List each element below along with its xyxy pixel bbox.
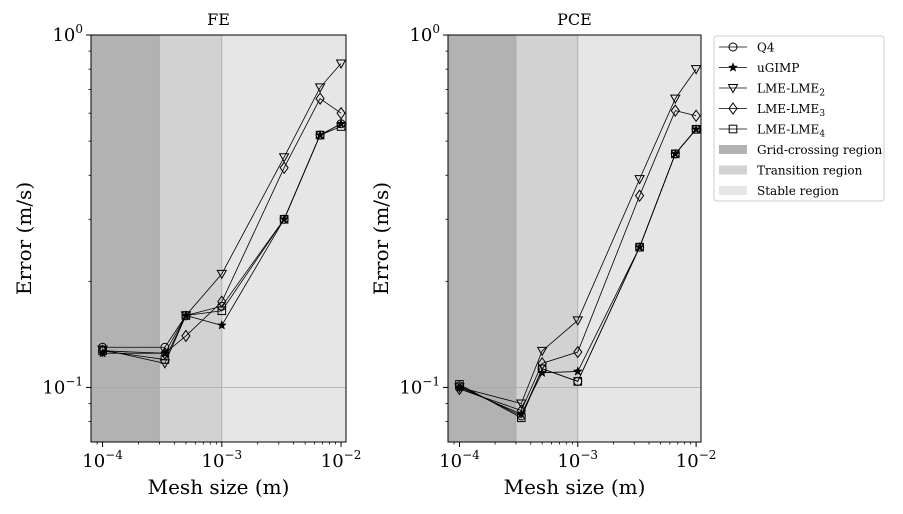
legend-entry: uGIMP [719, 61, 799, 75]
y-tick-label: 10−1 [399, 374, 440, 398]
data-point-lme-lme4 [98, 346, 107, 356]
legend-label: Grid-crossing region [757, 143, 883, 157]
data-point-lme-lme2 [515, 399, 527, 410]
legend-marker-circle [728, 42, 738, 52]
legend-label: Q4 [757, 41, 775, 55]
data-point-lme-lme2 [690, 65, 702, 75]
legend-entry: LME-LME4 [719, 123, 825, 140]
data-point-lme-lme3 [634, 189, 645, 203]
data-point-lme-lme3 [336, 106, 346, 120]
data-point-lme-lme4 [516, 413, 526, 423]
data-point-lme-lme4 [336, 122, 346, 131]
data-point-lme-lme3 [670, 104, 680, 118]
data-point-ugimp [216, 320, 227, 330]
data-point-ugimp [572, 366, 583, 376]
data-point-lme-lme4 [670, 149, 680, 159]
x-tick-label: 10−3 [557, 448, 598, 472]
panel-title: FE [207, 10, 230, 29]
region-grid-crossing-region [91, 35, 160, 442]
data-point-lme-lme4 [455, 380, 464, 389]
series-line-lme-lme3 [102, 98, 342, 354]
legend-box [713, 35, 885, 202]
y-axis-label: Error (m/s) [12, 182, 36, 295]
legend-entry: LME-LME2 [719, 82, 825, 99]
legend-entry: LME-LME3 [719, 102, 825, 119]
legend-label: Transition region [757, 164, 863, 178]
legend-label: uGIMP [757, 61, 799, 75]
data-point-lme-lme4 [573, 377, 583, 386]
legend-marker-diamond [728, 102, 738, 115]
data-point-lme-lme4 [160, 355, 170, 364]
data-point-lme-lme3 [691, 109, 701, 123]
data-point-lme-lme2 [335, 59, 347, 70]
legend-label: LME-LME2 [757, 82, 825, 99]
region-stable-region [221, 35, 346, 442]
panel-pce: 10−4 10−3 10−2 10−1 100 PCE Mesh size (m) Error… [369, 10, 716, 499]
region-transition-region [159, 35, 222, 442]
x-tick-label: 10−3 [202, 448, 243, 472]
legend-entry: Grid-crossing region [719, 143, 883, 157]
x-axis-label: Mesh size (m) [504, 475, 646, 499]
data-point-lme-lme3 [181, 329, 191, 343]
data-point-lme-lme4 [217, 306, 227, 316]
plot-frame [90, 34, 347, 443]
series-line-lme-lme4 [102, 126, 342, 360]
data-point-lme-lme4 [181, 311, 191, 320]
data-point-lme-lme3 [573, 345, 583, 359]
data-point-lme-lme4 [537, 364, 547, 374]
plot-frame [447, 34, 702, 443]
data-point-lme-lme4 [635, 242, 644, 252]
data-point-lme-lme4 [691, 125, 701, 134]
series-line-lme-lme3 [459, 110, 697, 411]
legend-marker-star [727, 62, 739, 72]
x-axis-label: Mesh size (m) [148, 475, 290, 499]
series-line-lme-lme2 [459, 68, 697, 405]
legend-swatch [719, 186, 747, 195]
region-stable-region [577, 35, 701, 442]
data-point-lme-lme3 [97, 344, 108, 358]
legend-entry: Q4 [719, 41, 775, 55]
panel-fe: 10−4 10−3 10−2 10−1 100 FE Mesh size (m) Error … [12, 10, 361, 499]
panel-title: PCE [557, 10, 592, 29]
region-transition-region [515, 35, 578, 442]
data-point-lme-lme2 [572, 316, 584, 326]
legend-swatch [719, 165, 747, 175]
data-point-lme-lme2 [536, 346, 548, 357]
legend-marker-triangle-down [727, 84, 739, 94]
legend-label: Stable region [757, 184, 839, 198]
legend-swatch [719, 145, 747, 154]
legend-marker-square [728, 124, 738, 134]
data-point-lme-lme4 [315, 130, 325, 140]
x-tick-label: 10−4 [439, 448, 480, 472]
y-tick-label: 100 [409, 22, 440, 46]
data-point-lme-lme2 [669, 94, 681, 105]
legend-entry: Stable region [719, 184, 839, 198]
data-point-lme-lme2 [216, 269, 228, 280]
data-point-lme-lme2 [314, 83, 326, 93]
data-point-lme-lme3 [279, 161, 289, 175]
x-tick-label: 10−2 [321, 448, 362, 472]
x-tick-label: 10−2 [676, 448, 717, 472]
y-tick-label: 100 [52, 22, 83, 46]
series-line-lme-lme4 [459, 129, 697, 419]
data-point-lme-lme3 [516, 404, 526, 417]
legend: Q4 uGIMP LME-LME2 LME-LME3 LME-LME4 Grid-cros… [713, 35, 885, 202]
data-point-ugimp [691, 123, 702, 134]
y-tick-label: 10−1 [42, 374, 83, 398]
data-point-lme-lme2 [634, 175, 645, 185]
data-point-lme-lme2 [278, 153, 290, 163]
data-point-lme-lme4 [279, 214, 289, 224]
data-point-lme-lme3 [315, 92, 325, 105]
region-grid-crossing-region [448, 35, 516, 442]
legend-label: LME-LME4 [757, 123, 825, 140]
x-tick-label: 10−4 [82, 448, 123, 472]
data-point-lme-lme3 [454, 382, 465, 396]
legend-entry: Transition region [719, 164, 863, 178]
y-axis-label: Error (m/s) [369, 182, 393, 295]
legend-label: LME-LME3 [757, 102, 825, 119]
